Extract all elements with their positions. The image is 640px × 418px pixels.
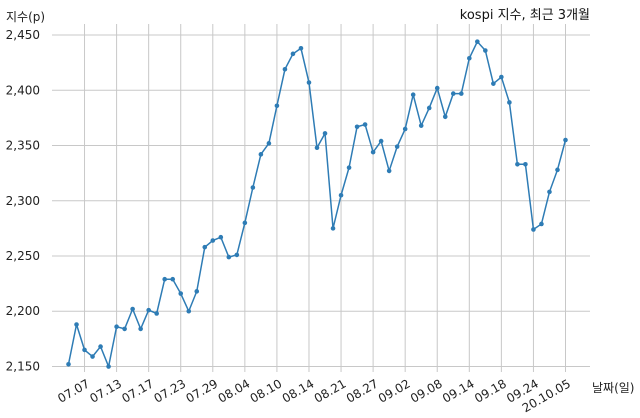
data-point [426,105,432,111]
grid [52,24,590,372]
data-point [170,276,176,282]
data-point [186,308,192,314]
data-point [266,141,272,146]
y-axis-ticks: 2,150 2,200 2,250 2,300 2,350 2,400 2,450 [6,28,40,373]
data-point [138,326,143,332]
data-point [386,168,392,174]
data-point [162,276,167,282]
y-tick-label: 2,200 [6,304,40,318]
data-point [66,361,71,367]
x-tick-label: 08.10 [248,376,285,405]
x-tick-label: 09.02 [376,376,413,405]
data-point [475,39,480,44]
x-tick-label: 08.21 [312,376,349,405]
data-point [434,85,440,91]
data-point [250,185,256,190]
data-point [314,145,320,151]
x-tick-label: 08.14 [280,376,317,405]
x-tick-label: 09.14 [440,376,477,405]
x-tick-label: 07.07 [55,376,92,405]
data-point [547,189,552,195]
y-tick-label: 2,300 [6,194,40,208]
x-tick-label: 07.23 [151,376,188,405]
data-point [467,55,472,61]
data-point [322,131,328,136]
data-point [130,306,135,312]
data-point [218,234,224,240]
data-point [194,289,200,294]
data-point [563,137,568,143]
data-point [146,307,151,313]
y-tick-label: 2,250 [6,249,40,263]
y-tick-label: 2,400 [6,83,40,97]
data-point [346,165,352,170]
chart-title: kospi 지수, 최근 3개월 [460,8,590,23]
data-point [226,254,232,260]
data-point [306,80,312,85]
data-point [362,122,368,127]
data-point [274,103,280,109]
y-tick-label: 2,150 [6,359,40,373]
data-point [491,81,496,86]
y-axis-title: 지수(p) [6,10,45,24]
data-point [338,192,344,198]
data-point [114,324,119,330]
x-tick-label: 09.08 [408,376,445,405]
data-point [74,322,79,327]
data-point [298,46,304,51]
data-point [354,124,360,130]
y-tick-label: 2,350 [6,139,40,153]
x-axis-title: 날짜(일) [592,381,634,395]
data-point [330,226,336,231]
data-point [258,152,264,157]
data-point [523,162,528,167]
data-point [531,227,536,232]
data-point [378,138,384,144]
data-point [458,91,464,96]
data-point [98,344,103,349]
x-tick-label: 07.29 [184,376,221,405]
data-point [442,114,448,120]
data-point [234,252,240,258]
data-point [106,364,111,369]
data-point [539,221,544,227]
data-point [202,244,208,250]
x-tick-label: 08.27 [344,376,381,405]
data-point [178,291,184,296]
series-markers [66,39,568,369]
data-point [515,162,520,167]
data-point [210,238,216,243]
data-point [370,149,376,155]
data-point [90,354,95,359]
data-point [555,167,560,173]
data-point [154,311,159,316]
x-tick-label: 07.13 [87,376,124,405]
data-point [402,126,408,132]
data-point [394,144,400,149]
x-tick-label: 07.17 [119,376,156,405]
data-point [499,74,504,80]
x-tick-label: 09.18 [472,376,509,405]
y-tick-label: 2,450 [6,28,40,42]
data-point [410,92,416,98]
data-point [282,66,288,72]
data-point [483,48,488,53]
data-point [82,347,87,353]
data-point [242,220,248,226]
data-point [418,123,424,128]
data-point [450,91,456,96]
data-point [290,51,296,57]
data-point [507,100,512,105]
data-point [122,326,127,332]
x-axis-ticks: 07.0707.1307.1707.2307.2908.0408.1008.14… [55,376,573,415]
x-tick-label: 08.04 [216,376,253,405]
